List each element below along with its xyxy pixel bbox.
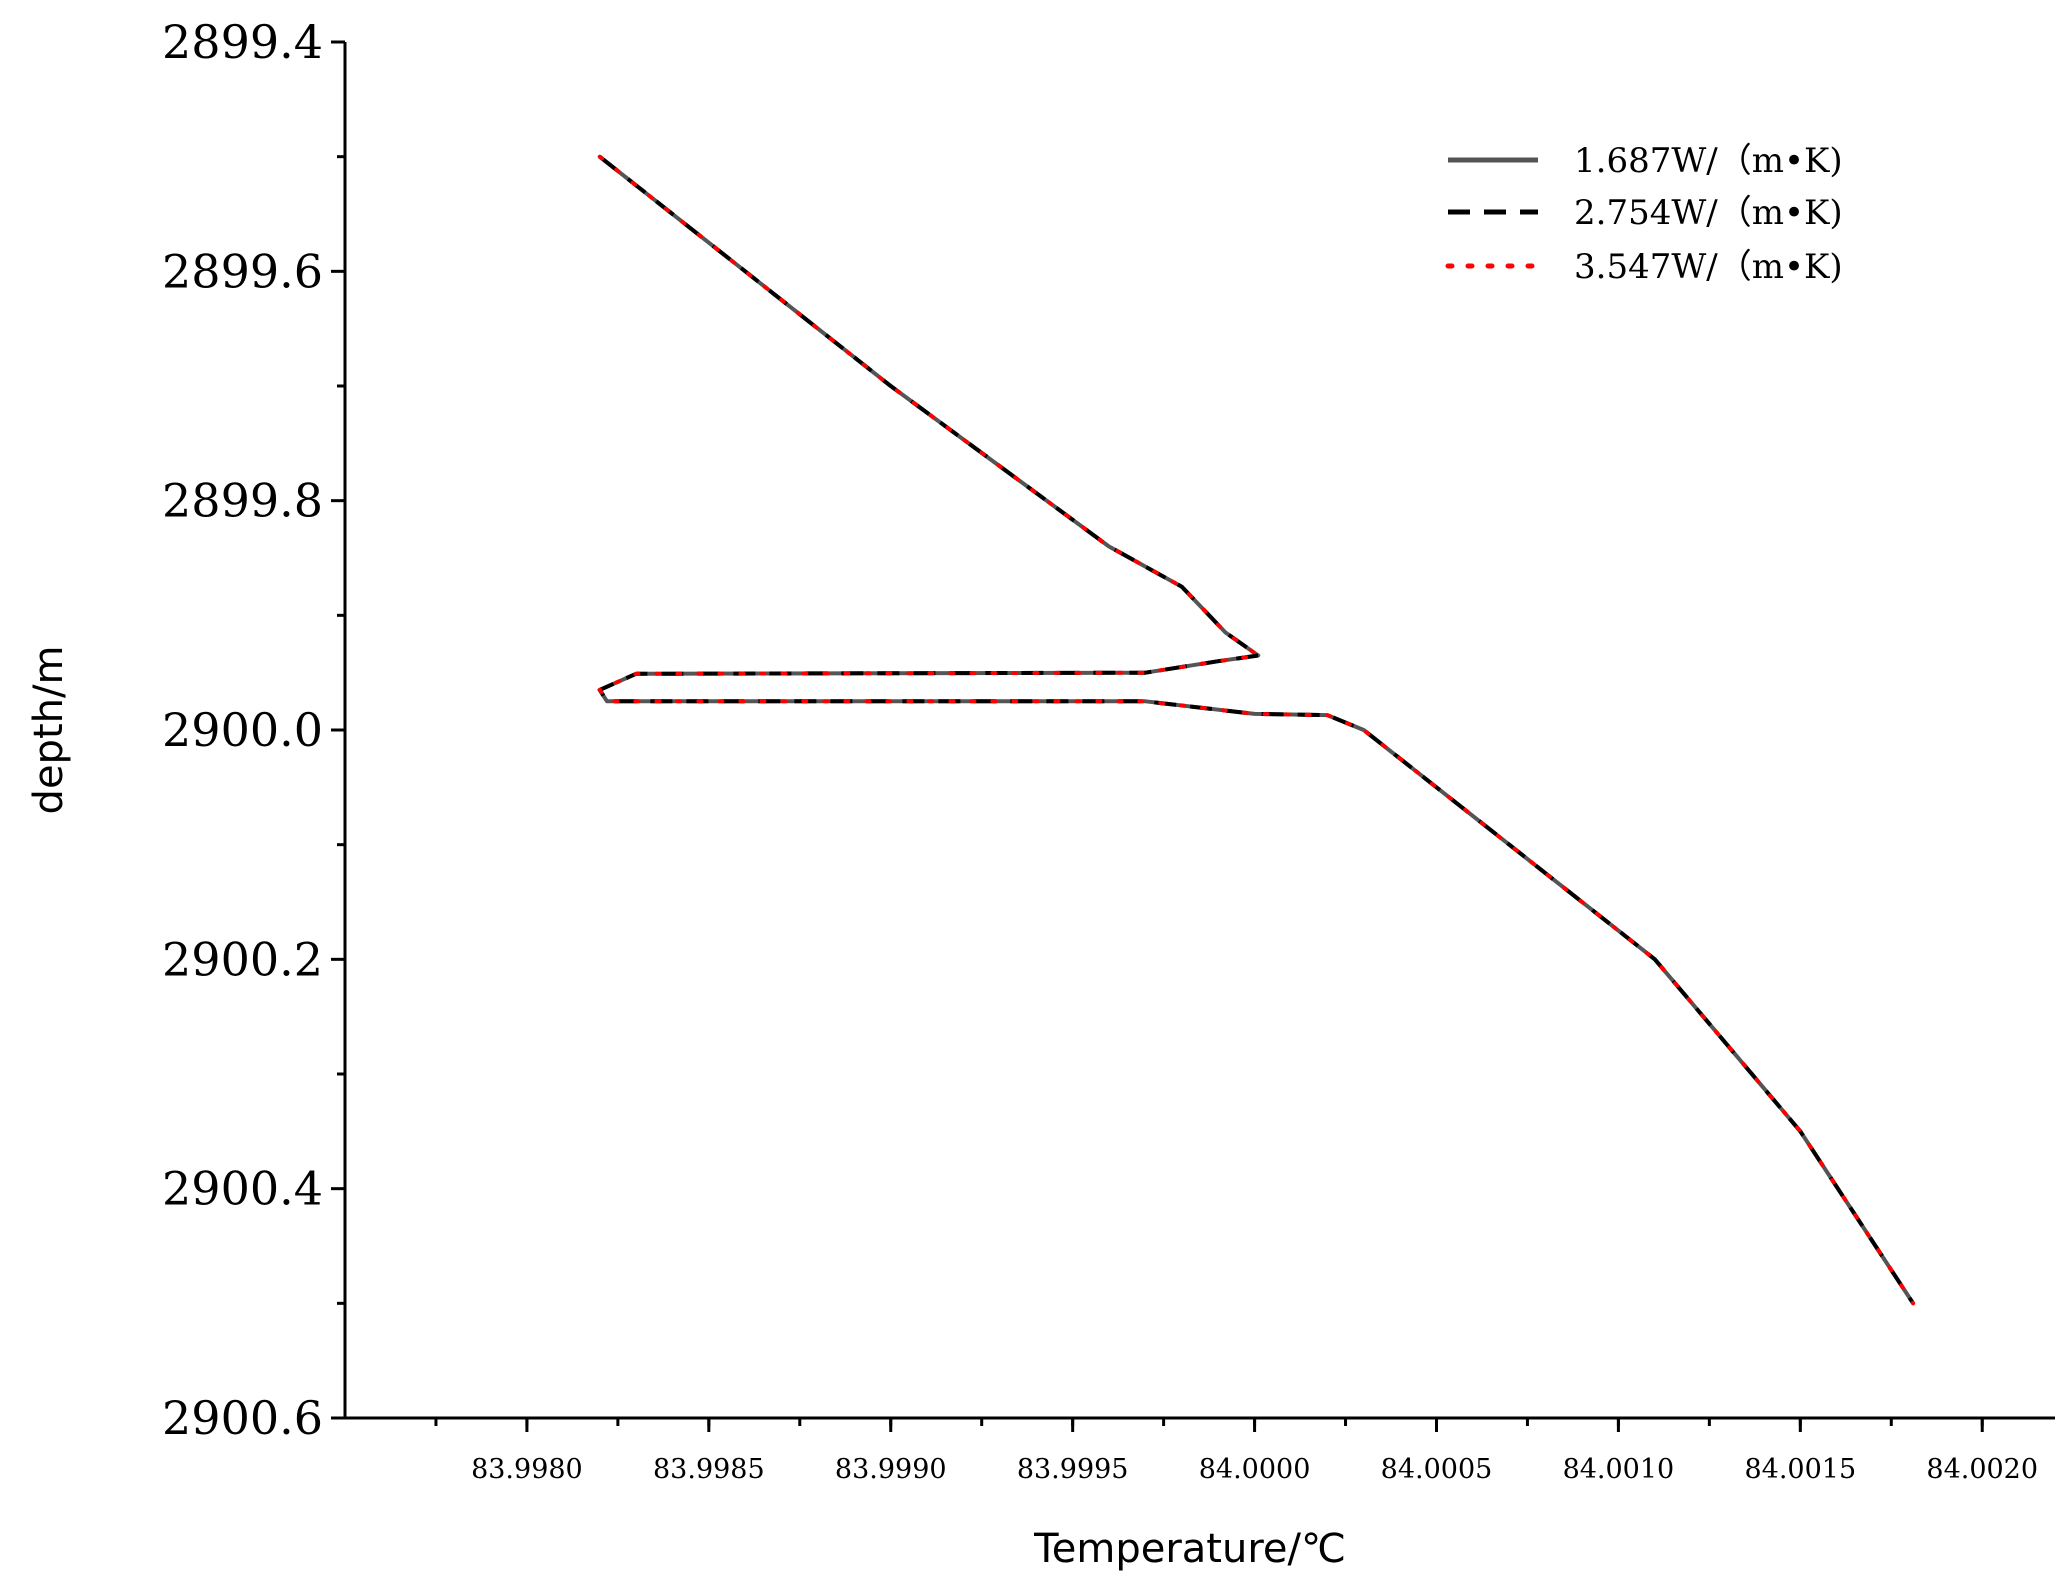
legend-label-1: 1.687W/（m•K) [1574,141,1843,181]
x-axis-title: Temperature/℃ [1033,1526,1346,1572]
x-tick-label: 84.0020 [1926,1454,2038,1485]
x-tick-label: 84.0005 [1381,1454,1493,1485]
x-tick-label: 83.9995 [1017,1454,1129,1485]
y-tick-label: 2899.8 [162,474,323,528]
y-tick-label: 2900.6 [162,1391,323,1445]
legend: 1.687W/（m•K) 2.754W/（m•K) 3.547W/（m•K) [1445,141,1843,287]
series-line-3 [597,154,1916,1306]
x-tick-label: 84.0015 [1744,1454,1856,1485]
y-axis-title: depth/m [26,646,72,815]
x-tick-label: 83.9990 [835,1454,947,1485]
y-tick-label: 2900.4 [162,1162,323,1216]
legend-label-2: 2.754W/（m•K) [1574,193,1843,233]
y-tick-label: 2900.2 [162,932,323,986]
y-tick-label: 2900.0 [162,703,323,757]
x-tick-label: 83.9980 [471,1454,583,1485]
x-tick-label: 84.0000 [1199,1454,1311,1485]
x-tick-label: 83.9985 [653,1454,765,1485]
y-tick-label: 2899.4 [162,15,323,69]
series-line-2 [597,155,1915,1305]
legend-label-3: 3.547W/（m•K) [1574,247,1843,287]
ticks: 2899.4 2899.6 2899.8 2900.0 2900.2 2900.4 2900… [162,15,2038,1485]
series-line-1 [597,155,1915,1305]
x-tick-label: 84.0010 [1563,1454,1675,1485]
y-tick-label: 2899.6 [162,244,323,298]
series-group [597,154,1916,1306]
